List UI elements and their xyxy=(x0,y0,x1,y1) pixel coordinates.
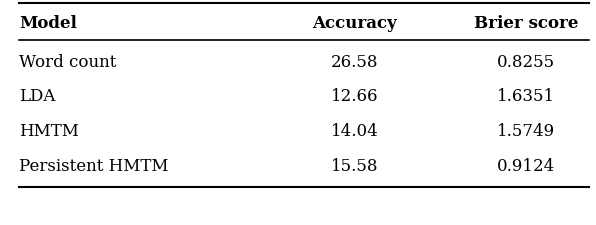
Text: HMTM: HMTM xyxy=(19,122,79,140)
Text: 15.58: 15.58 xyxy=(331,157,378,174)
Text: 1.5749: 1.5749 xyxy=(497,122,555,140)
Text: Persistent HMTM: Persistent HMTM xyxy=(19,157,169,174)
Text: 0.9124: 0.9124 xyxy=(497,157,555,174)
Text: 14.04: 14.04 xyxy=(330,122,378,140)
Text: Accuracy: Accuracy xyxy=(312,15,397,32)
Text: 0.8255: 0.8255 xyxy=(497,54,555,70)
Text: 1.6351: 1.6351 xyxy=(497,88,555,105)
Text: LDA: LDA xyxy=(19,88,55,105)
Text: Model: Model xyxy=(19,15,77,32)
Text: Brier score: Brier score xyxy=(474,15,579,32)
Text: 12.66: 12.66 xyxy=(331,88,378,105)
Text: 26.58: 26.58 xyxy=(331,54,378,70)
Text: Word count: Word count xyxy=(19,54,117,70)
